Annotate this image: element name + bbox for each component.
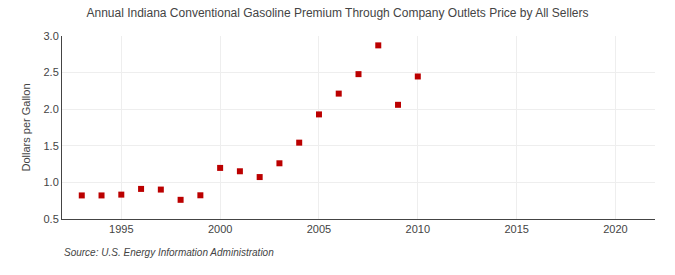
svg-text:1995: 1995 (109, 223, 133, 235)
svg-text:2.5: 2.5 (44, 66, 59, 78)
svg-text:3.0: 3.0 (44, 30, 59, 42)
svg-text:2.0: 2.0 (44, 103, 59, 115)
svg-text:2000: 2000 (208, 223, 232, 235)
svg-text:Dollars per Gallon: Dollars per Gallon (20, 83, 32, 171)
svg-text:1.0: 1.0 (44, 176, 59, 188)
svg-text:Annual Indiana Conventional Ga: Annual Indiana Conventional Gasoline Pre… (86, 6, 588, 20)
svg-text:0.5: 0.5 (44, 213, 59, 225)
svg-text:2005: 2005 (307, 223, 331, 235)
svg-text:2010: 2010 (406, 223, 430, 235)
svg-text:Source: U.S. Energy Informatio: Source: U.S. Energy Information Administ… (64, 247, 274, 258)
svg-text:2020: 2020 (603, 223, 627, 235)
svg-text:2015: 2015 (504, 223, 528, 235)
svg-text:1.5: 1.5 (44, 140, 59, 152)
